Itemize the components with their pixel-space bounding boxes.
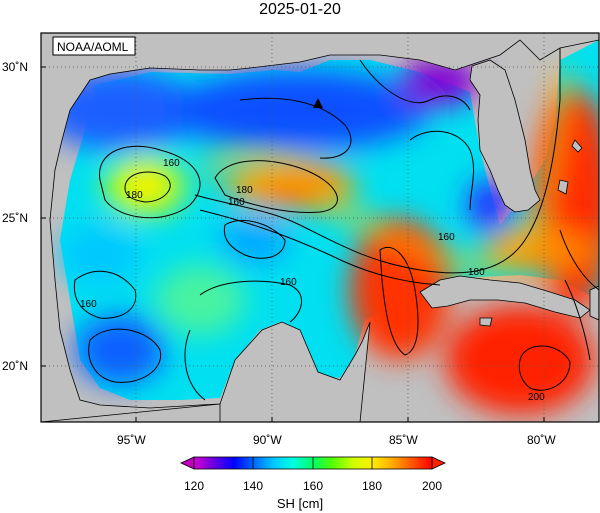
lon-label-80w: 80˚W: [527, 433, 556, 447]
colorbar-title: SH [cm]: [276, 496, 324, 511]
colorbar-ticks: [193, 457, 433, 469]
colorbar: [180, 456, 446, 470]
cuba: [419, 275, 591, 319]
lat-label-20n: 20˚N: [2, 359, 29, 373]
contour-label: 180: [126, 190, 143, 201]
us-coast: [41, 33, 599, 422]
yucatan-peninsula: [219, 321, 371, 422]
contour-label: 160: [438, 232, 455, 243]
bahamas-1: [557, 179, 569, 195]
lon-label-85w: 85˚W: [389, 433, 418, 447]
isle-of-youth: [479, 317, 493, 327]
map-title: 2025-01-20: [259, 1, 341, 18]
contour-value-labels: 160 180 180 160 160 160 160 180 200: [80, 158, 545, 403]
lon-label-90w: 90˚W: [253, 433, 282, 447]
florida-peninsula: [469, 59, 541, 213]
contour-label: 200: [528, 392, 545, 403]
colorbar-label-140: 140: [242, 479, 264, 493]
colorbar-high-arrow: [431, 456, 446, 470]
contour-label: 160: [80, 299, 97, 310]
colorbar-label-160: 160: [302, 479, 324, 493]
hispaniola-edge: [589, 285, 599, 321]
colorbar-low-arrow: [180, 456, 195, 470]
contour-label: 160: [163, 158, 180, 169]
axis-ticks: [41, 66, 545, 422]
contour-label: 180: [236, 185, 253, 196]
colorbar-label-180: 180: [361, 479, 383, 493]
colorbar-label-200: 200: [421, 479, 443, 493]
contour-lines: [73, 48, 599, 401]
contour-label: 180: [468, 267, 485, 278]
graticule: [41, 33, 599, 422]
land-masses: [41, 33, 599, 422]
credit-text: NOAA/AOML: [57, 40, 129, 54]
lat-label-25n: 25˚N: [2, 211, 29, 225]
bahamas-2: [571, 139, 583, 153]
lon-label-95w: 95˚W: [117, 433, 146, 447]
colorbar-label-120: 120: [183, 479, 205, 493]
credit-box: NOAA/AOML: [52, 36, 136, 56]
map-frame: [40, 32, 600, 423]
lat-label-30n: 30˚N: [2, 60, 29, 74]
station-marker-triangle: [313, 98, 323, 108]
contour-label: 160: [228, 197, 245, 208]
contour-label: 160: [280, 277, 297, 288]
